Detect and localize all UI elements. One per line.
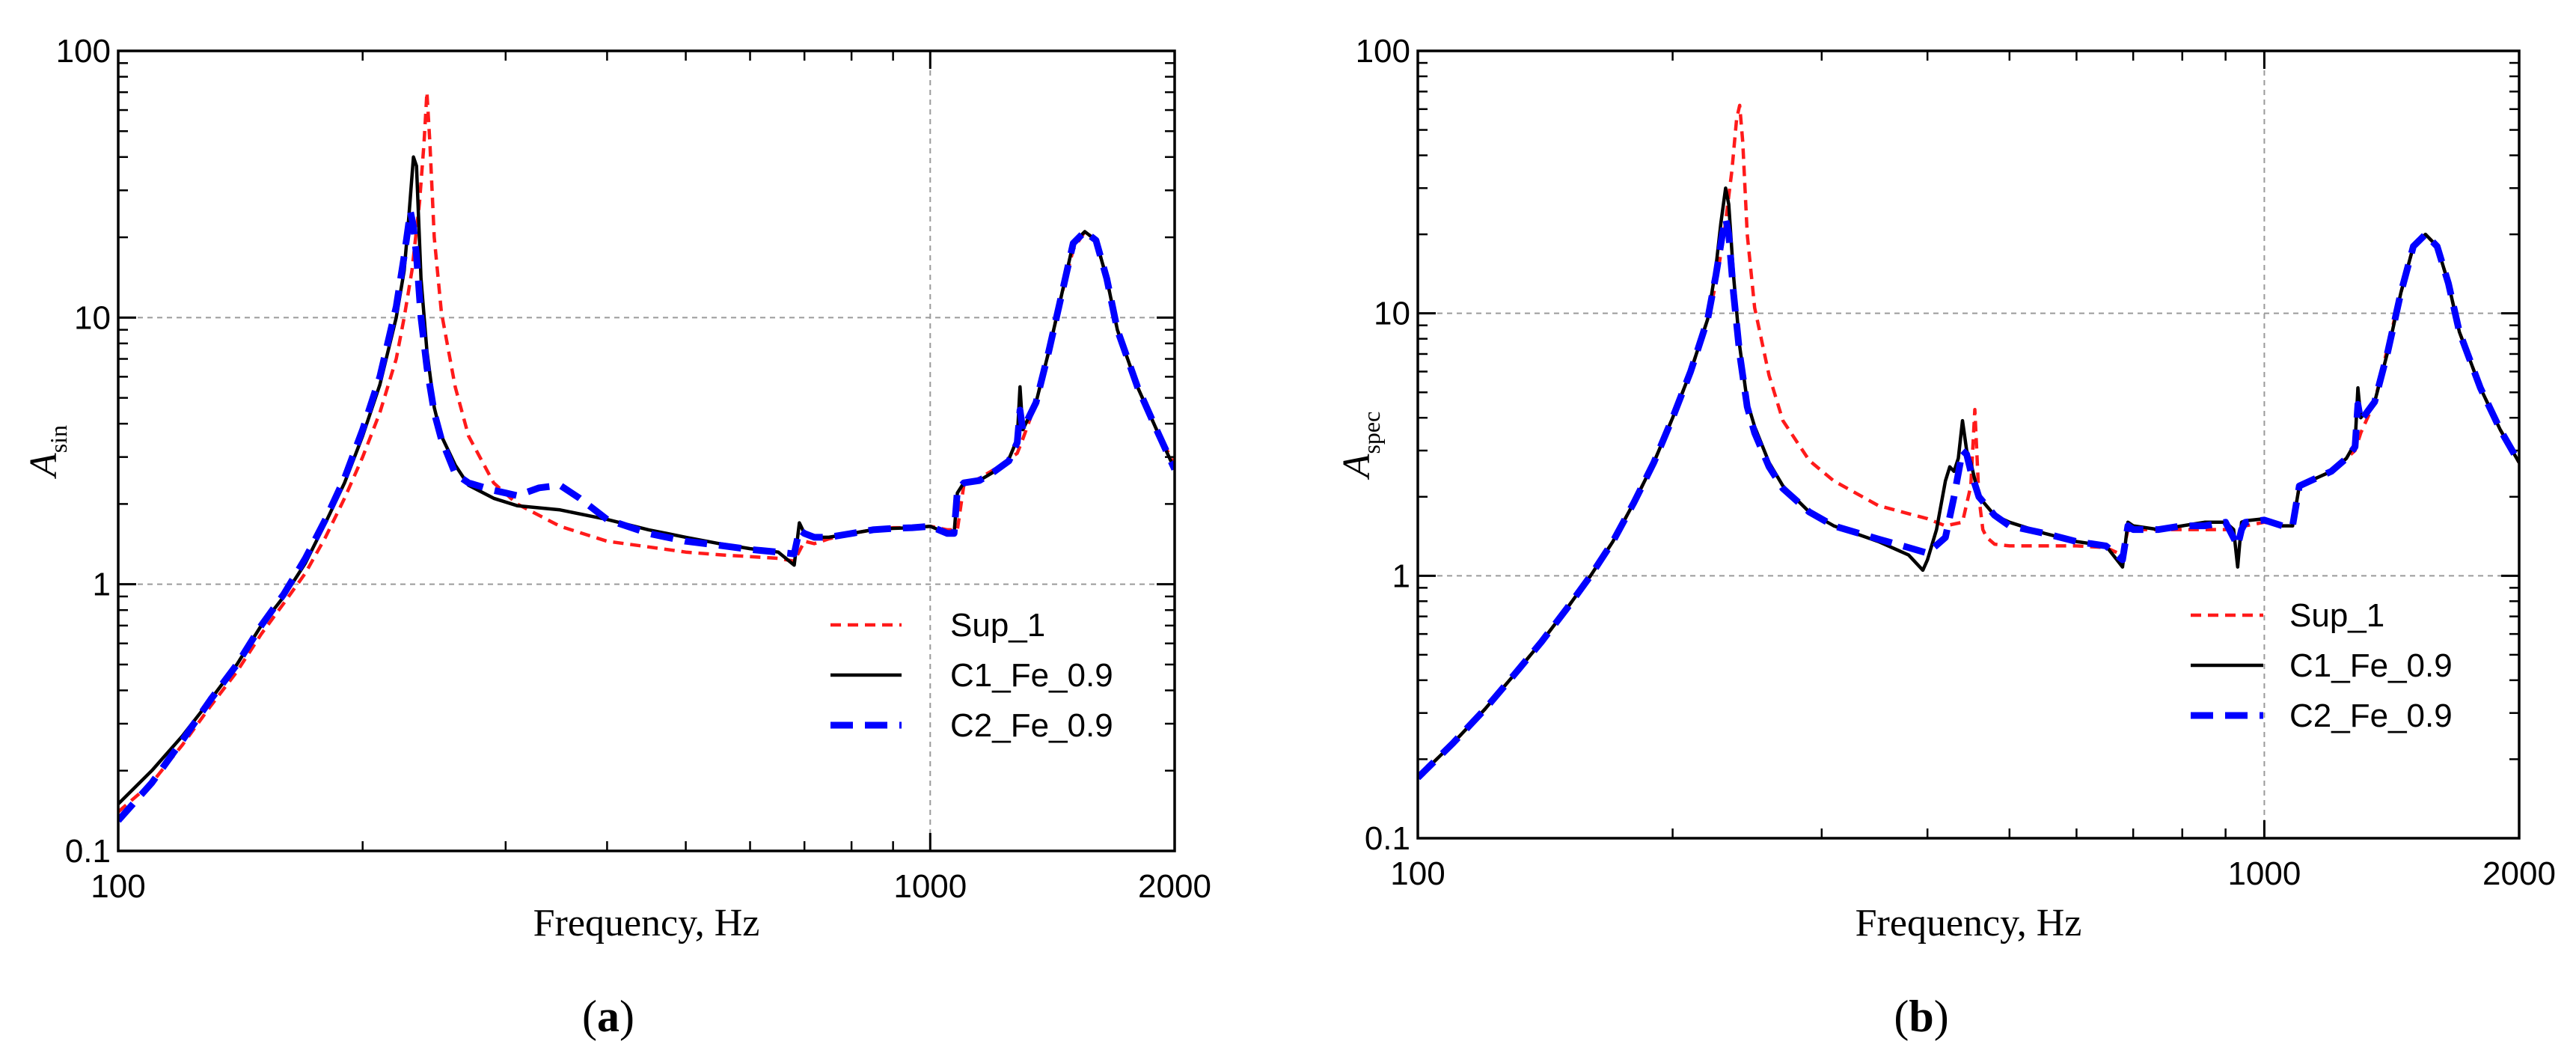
y-axis-title-main: A [22,453,65,479]
y-tick-label: 1 [1392,558,1410,594]
series-line-c1-fe-0-9 [1418,186,2519,779]
y-axis-title: Asin [22,425,72,479]
legend-label: C1_Fe_0.9 [2289,647,2453,684]
y-tick-label: 100 [56,33,111,70]
x-minor-ticks [361,51,894,851]
y-axis-title: Aspec [1336,412,1385,480]
panel-label: (b) [1894,992,1948,1041]
y-minor-ticks [118,62,1175,772]
y-axis-title-subscript: spec [1358,412,1385,454]
x-tick-label: 2000 [2482,855,2556,892]
x-axis-title: Frequency, Hz [1855,902,2082,944]
svg-text:Aspec: Aspec [1336,412,1385,480]
chart-panel-b: 100 1000 2000 0.1 1 10 100 Sup_1 C1_Fe_0.9 C2_Fe_… [1336,33,2556,1041]
y-axis-title-main: A [1336,454,1378,480]
panel-label-letter: a [597,992,619,1041]
panel-label-close: ) [1934,992,1949,1041]
y-tick-label: 0.1 [65,833,111,870]
legend-label: Sup_1 [950,607,1045,644]
y-tick-label: 100 [1356,33,1410,70]
x-tick-label: 1000 [2227,855,2301,892]
x-tick-label: 2000 [1138,868,1211,905]
y-tick-label: 1 [93,567,111,603]
legend-label: C1_Fe_0.9 [950,657,1113,694]
x-minor-ticks [1671,51,2227,838]
panel-label-open: ( [1894,992,1909,1041]
legend: Sup_1 C1_Fe_0.9 C2_Fe_0.9 [2191,597,2453,734]
chart-panel-a: 100 1000 2000 0.1 1 10 100 Sup_1 C1_Fe_0.9 C2_Fe_… [22,33,1211,1041]
legend: Sup_1 C1_Fe_0.9 C2_Fe_0.9 [830,607,1113,744]
panel-label-close: ) [619,992,634,1041]
x-tick-label: 100 [1390,855,1445,892]
series-line-c2-fe-0-9 [1418,215,2519,781]
y-axis-title-subscript: sin [45,425,72,453]
plot-frame [1416,49,2521,840]
panel-label-letter: b [1909,992,1933,1041]
series-group [118,90,1175,823]
legend-label: Sup_1 [2289,597,2384,634]
x-tick-label: 100 [91,868,145,905]
y-minor-ticks [1418,61,2519,760]
svg-text:Asin: Asin [22,425,72,479]
series-line-sup-1 [118,90,1175,814]
x-axis-title: Frequency, Hz [533,902,760,944]
series-group [1418,103,2519,781]
panel-label-open: ( [582,992,597,1041]
plot-frame [117,49,1176,852]
series-line-c2-fe-0-9 [118,208,1175,823]
series-line-sup-1 [1418,103,2519,779]
x-tick-label: 1000 [893,868,967,905]
y-tick-label: 10 [74,299,111,336]
legend-label: C2_Fe_0.9 [2289,698,2453,734]
legend-label: C2_Fe_0.9 [950,707,1113,744]
y-tick-label: 10 [1374,296,1410,332]
y-tick-label: 0.1 [1365,820,1410,857]
panel-label: (a) [582,992,634,1041]
